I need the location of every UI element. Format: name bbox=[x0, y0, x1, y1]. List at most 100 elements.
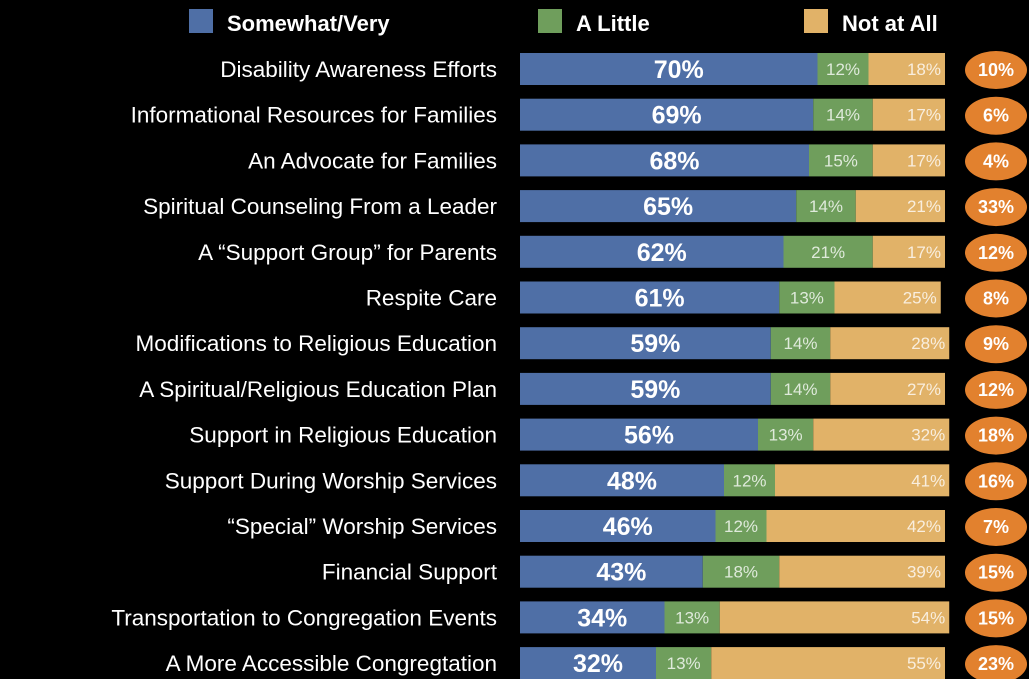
data-label-2: 25% bbox=[903, 289, 937, 308]
data-label-0: 46% bbox=[603, 513, 653, 541]
chart-row: An Advocate for Families 68% 15% 17% 4% bbox=[248, 142, 1027, 181]
chart-row: Transportation to Congregation Events 34%… bbox=[111, 599, 1027, 638]
bar-segment-2 bbox=[868, 53, 945, 85]
badge-label: 7% bbox=[983, 517, 1009, 537]
bar-segment-1 bbox=[664, 601, 720, 634]
badge bbox=[965, 325, 1027, 364]
category-label: Disability Awareness Efforts bbox=[220, 57, 497, 82]
badge bbox=[965, 51, 1027, 89]
data-label-0: 70% bbox=[654, 56, 704, 84]
chart-row: Support During Worship Services 48% 12% 41%… bbox=[165, 462, 1027, 501]
category-label: Respite Care bbox=[366, 286, 497, 311]
data-label-2: 17% bbox=[907, 151, 941, 170]
data-label-2: 42% bbox=[907, 517, 941, 536]
data-label-0: 68% bbox=[649, 147, 699, 175]
bar-segment-0 bbox=[520, 555, 703, 588]
bar-segment-0 bbox=[520, 281, 780, 314]
badge bbox=[965, 599, 1027, 638]
legend: Somewhat/Very A Little Not at All bbox=[189, 9, 938, 36]
data-label-1: 14% bbox=[826, 106, 860, 125]
chart-rows: Disability Awareness Efforts 70% 12% 18% 10%… bbox=[111, 51, 1027, 679]
data-label-1: 13% bbox=[769, 426, 803, 445]
bar-segment-2 bbox=[834, 281, 941, 314]
data-label-0: 62% bbox=[637, 239, 687, 267]
bar-segment-0 bbox=[520, 372, 771, 405]
data-label-1: 13% bbox=[675, 608, 709, 627]
legend-label-1: A Little bbox=[576, 11, 650, 36]
category-label: A More Accessible Congregtation bbox=[166, 651, 497, 676]
data-label-2: 54% bbox=[911, 608, 945, 627]
data-label-1: 14% bbox=[783, 334, 817, 353]
bar-segment-0 bbox=[520, 647, 656, 679]
bar-segment-2 bbox=[719, 601, 950, 634]
bar-segment-0 bbox=[520, 144, 809, 177]
badge-label: 9% bbox=[983, 334, 1009, 354]
bar-segment-2 bbox=[855, 190, 945, 223]
data-label-1: 12% bbox=[732, 471, 766, 490]
chart-row: A “Support Group” for Parents 62% 21% 17% 12… bbox=[198, 233, 1027, 272]
badge-label: 16% bbox=[978, 471, 1014, 491]
data-label-0: 32% bbox=[573, 650, 623, 678]
chart-row: Respite Care 61% 13% 25% 8% bbox=[366, 279, 1027, 318]
category-label: A “Support Group” for Parents bbox=[198, 240, 497, 265]
data-label-2: 41% bbox=[911, 471, 945, 490]
badge-label: 4% bbox=[983, 151, 1009, 171]
chart-row: Informational Resources for Families 69% 1… bbox=[131, 96, 1027, 135]
data-label-0: 69% bbox=[652, 102, 702, 130]
legend-label-2: Not at All bbox=[842, 11, 938, 36]
bar-segment-1 bbox=[702, 555, 780, 588]
badge-label: 15% bbox=[978, 563, 1014, 583]
bar-segment-2 bbox=[711, 647, 945, 679]
badge-label: 33% bbox=[978, 197, 1014, 217]
bar-segment-2 bbox=[775, 464, 950, 497]
data-label-1: 14% bbox=[809, 197, 843, 216]
bar-segment-0 bbox=[520, 98, 814, 131]
data-label-0: 61% bbox=[635, 285, 685, 313]
badge bbox=[965, 553, 1027, 592]
chart-row: A More Accessible Congregtation 32% 13% 55%… bbox=[166, 645, 1027, 679]
category-label: Transportation to Congregation Events bbox=[111, 605, 497, 630]
data-label-2: 55% bbox=[907, 654, 941, 673]
badge bbox=[965, 416, 1027, 455]
badge-label: 8% bbox=[983, 289, 1009, 309]
data-label-0: 43% bbox=[596, 559, 646, 587]
badge bbox=[965, 370, 1027, 409]
data-label-1: 12% bbox=[826, 60, 860, 79]
bar-segment-1 bbox=[817, 53, 869, 85]
badge-label: 15% bbox=[978, 608, 1014, 628]
category-label: An Advocate for Families bbox=[248, 148, 497, 173]
data-label-2: 17% bbox=[907, 106, 941, 125]
data-label-0: 59% bbox=[630, 376, 680, 404]
badge bbox=[965, 142, 1027, 181]
chart-row: A Spiritual/Religious Education Plan 59% 1… bbox=[139, 370, 1027, 409]
bar-segment-2 bbox=[766, 510, 945, 542]
bar-segment-1 bbox=[758, 418, 814, 451]
badge-label: 10% bbox=[978, 60, 1014, 80]
data-label-2: 28% bbox=[911, 334, 945, 353]
chart-row: Support in Religious Education 56% 13% 32% 1… bbox=[189, 416, 1027, 455]
data-label-2: 18% bbox=[907, 60, 941, 79]
bar-segment-2 bbox=[813, 418, 950, 451]
chart-row: “Special” Worship Services 46% 12% 42% 7% bbox=[227, 508, 1027, 546]
badge bbox=[965, 508, 1027, 546]
badge bbox=[965, 645, 1027, 679]
legend-label-0: Somewhat/Very bbox=[227, 11, 390, 36]
bar-segment-1 bbox=[656, 647, 712, 679]
bar-segment-2 bbox=[830, 327, 950, 360]
data-label-0: 65% bbox=[643, 193, 693, 221]
legend-swatch-2 bbox=[804, 9, 828, 33]
legend-swatch-1 bbox=[538, 9, 562, 33]
badge bbox=[965, 462, 1027, 501]
badge-label: 6% bbox=[983, 106, 1009, 126]
badge-label: 18% bbox=[978, 426, 1014, 446]
data-label-2: 27% bbox=[907, 380, 941, 399]
category-label: Financial Support bbox=[322, 560, 498, 585]
bar-segment-1 bbox=[724, 464, 775, 497]
bar-segment-1 bbox=[783, 235, 873, 268]
chart-row: Financial Support 43% 18% 39% 15% bbox=[322, 553, 1027, 592]
bar-segment-2 bbox=[872, 235, 945, 268]
badge bbox=[965, 279, 1027, 318]
chart-row: Spiritual Counseling From a Leader 65% 14%… bbox=[143, 188, 1027, 227]
bar-segment-1 bbox=[779, 281, 835, 314]
